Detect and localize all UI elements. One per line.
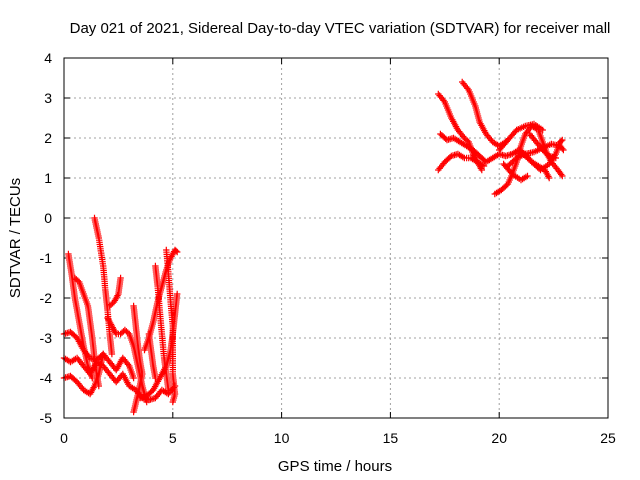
data-point: [106, 302, 113, 310]
data-point: [558, 171, 565, 178]
y-axis-label: SDTVAR / TECUs: [7, 178, 24, 298]
data-point: [130, 408, 137, 416]
data-point: [124, 329, 131, 336]
y-tick-label: -5: [40, 410, 53, 426]
data-point: [108, 350, 116, 358]
data-point: [107, 301, 115, 308]
data-point: [480, 162, 488, 170]
data-point: [552, 154, 559, 162]
y-tick-label: -4: [40, 370, 53, 386]
x-tick-label: 15: [383, 430, 399, 446]
y-tick-label: 0: [44, 210, 52, 226]
data-point: [539, 126, 546, 134]
y-tick-label: -2: [40, 290, 53, 306]
data-point: [169, 398, 176, 406]
scatter-points: [60, 78, 567, 416]
x-tick-label: 5: [169, 430, 177, 446]
data-point: [559, 136, 566, 144]
plot-frame: [63, 57, 609, 419]
y-tick-label: 1: [44, 170, 52, 186]
x-tick-label: 20: [491, 430, 507, 446]
y-tick-label: 2: [44, 130, 52, 146]
data-point: [560, 146, 567, 154]
y-tick-label: 4: [44, 50, 52, 66]
data-point: [464, 137, 471, 144]
chart-title: Day 021 of 2021, Sidereal Day-to-day VTE…: [70, 20, 611, 37]
data-point: [95, 382, 102, 390]
data-point: [559, 172, 566, 180]
grid: [64, 58, 608, 418]
y-tick-label: -3: [40, 330, 53, 346]
data-point: [130, 374, 137, 382]
data-point: [165, 386, 172, 394]
data-point: [172, 247, 180, 255]
data-point: [143, 398, 150, 406]
data-point: [74, 277, 81, 284]
x-axis-label: GPS time / hours: [278, 458, 392, 475]
y-tick-label: -1: [40, 250, 53, 266]
data-point: [100, 350, 107, 358]
x-tick-label: 25: [600, 430, 616, 446]
y-tick-label: 3: [44, 90, 52, 106]
data-point: [152, 374, 159, 382]
data-point: [559, 145, 566, 152]
data-point: [558, 137, 565, 145]
x-tick-label: 10: [274, 430, 290, 446]
data-point: [137, 394, 144, 402]
data-point: [546, 174, 553, 182]
data-point: [524, 172, 531, 180]
x-tick-label: 0: [60, 430, 68, 446]
data-point: [174, 248, 181, 256]
